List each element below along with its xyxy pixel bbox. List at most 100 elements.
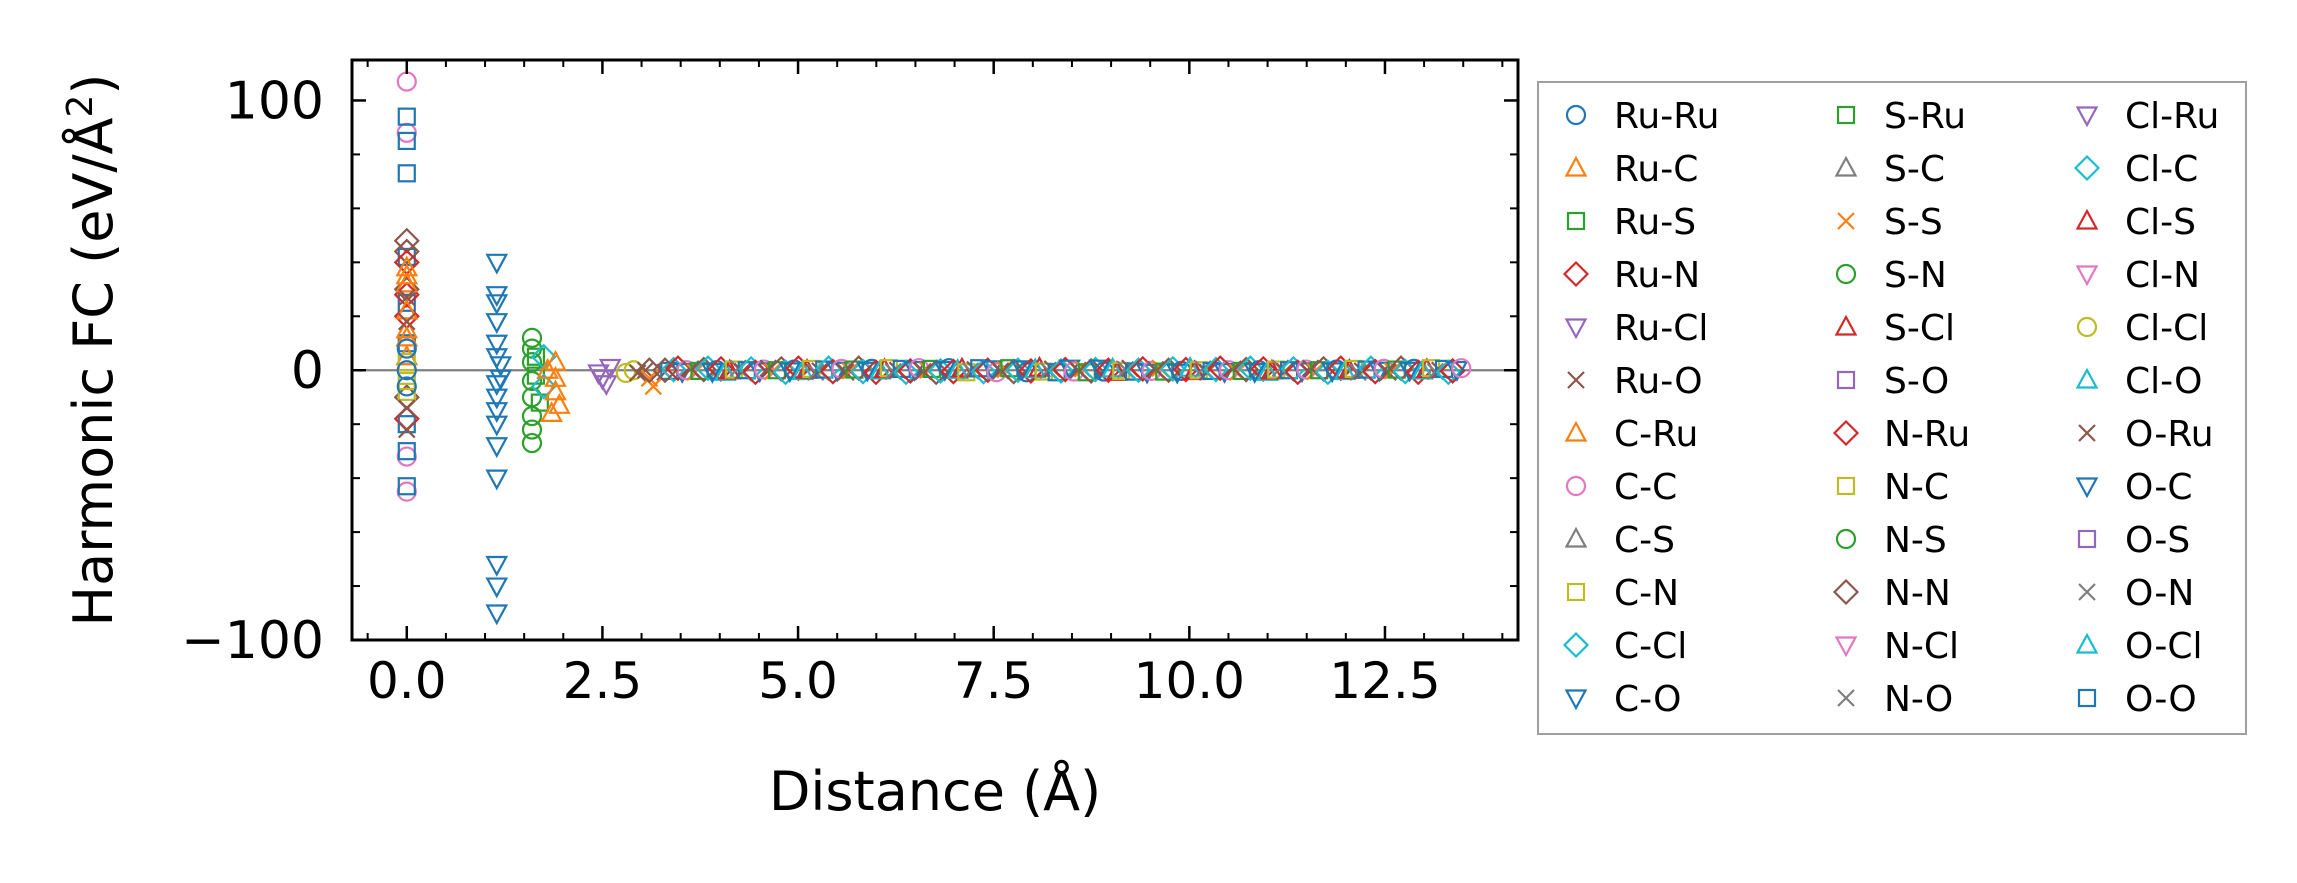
legend-marker (1835, 263, 1857, 285)
legend-label: Ru-C (1614, 149, 1698, 190)
legend-marker (2078, 424, 2096, 442)
data-point (530, 373, 557, 400)
data-point (1063, 361, 1085, 382)
legend: Ru-Ru Ru-C Ru-S Ru-N Ru-Cl Ru-O C-Ru C-C C-S C-N C… (1537, 81, 2247, 735)
legend-marker (2075, 208, 2099, 230)
legend-label: Cl-N (2125, 255, 2200, 296)
legend-item: S-S (1837, 202, 1943, 243)
data-point (1218, 360, 1239, 381)
legend-item: Ru-Cl (1564, 308, 1708, 349)
legend-label: Ru-O (1614, 361, 1703, 402)
legend-label: S-O (1884, 361, 1949, 402)
legend-item: O-O (2077, 679, 2197, 720)
data-point (772, 359, 799, 386)
data-point (395, 325, 419, 347)
legend-item: N-Cl (1834, 626, 1959, 667)
legend-label: O-Cl (2125, 626, 2202, 667)
data-point (485, 253, 509, 275)
data-point (396, 338, 417, 359)
data-point (396, 481, 417, 502)
x-tick-label: 7.5 (954, 652, 1034, 710)
data-point (398, 399, 416, 417)
legend-item: Ru-Ru (1565, 96, 1719, 137)
legend-label: S-C (1884, 149, 1945, 190)
plot-marks (352, 71, 1518, 626)
legend-label: N-S (1884, 520, 1947, 561)
x-tick-label: 0.0 (367, 652, 447, 710)
data-point (594, 375, 618, 397)
legend-label: Cl-Ru (2125, 96, 2219, 137)
legend-marker (2075, 632, 2099, 654)
legend-marker (1834, 636, 1858, 658)
legend-label: C-Ru (1614, 414, 1698, 455)
legend-label: S-N (1884, 255, 1947, 296)
legend-marker (2075, 477, 2099, 499)
data-point (1256, 359, 1279, 381)
legend-item: N-O (1837, 679, 1953, 720)
legend-label: N-O (1884, 679, 1953, 720)
y-axis-label-superscript: 2 (60, 95, 101, 118)
data-point (485, 437, 509, 459)
data-point (1125, 357, 1152, 384)
data-point (536, 357, 559, 379)
y-axis-label-close: ) (62, 74, 125, 95)
data-point (1004, 357, 1032, 384)
legend-item: O-Cl (2075, 626, 2202, 667)
data-point (1439, 357, 1466, 384)
data-point (791, 359, 815, 381)
data-point (485, 334, 509, 356)
legend-item: Cl-C (2073, 149, 2198, 190)
data-point (598, 358, 622, 380)
legend-marker (1564, 420, 1588, 442)
legend-label: Cl-S (2125, 202, 2196, 243)
data-point (489, 356, 513, 378)
data-point (397, 164, 416, 183)
legend-item: O-N (2078, 573, 2194, 614)
legend-item: Cl-N (2075, 255, 2200, 296)
data-point (485, 469, 509, 491)
legend-label: Ru-Cl (1614, 308, 1708, 349)
legend-item: N-C (1836, 467, 1949, 508)
data-point (485, 604, 509, 626)
legend-label: N-C (1884, 467, 1949, 508)
legend-label: O-S (2125, 520, 2190, 561)
legend-marker (1566, 211, 1586, 231)
legend-item: N-Ru (1832, 414, 1970, 455)
legend-label: Cl-C (2125, 149, 2198, 190)
legend-marker (1832, 578, 1860, 606)
data-point (540, 401, 563, 422)
data-point (1392, 358, 1419, 385)
data-point (713, 359, 737, 381)
y-tick-label: −100 (181, 611, 324, 671)
data-point (485, 415, 509, 437)
legend-label: Ru-S (1614, 202, 1696, 243)
x-tick-label: 10.0 (1134, 652, 1245, 710)
data-point (521, 419, 543, 440)
data-point (927, 357, 954, 384)
data-point (489, 369, 513, 391)
legend-marker (1565, 104, 1587, 126)
legend-marker (2077, 688, 2097, 708)
data-point (397, 107, 416, 126)
x-tick-label: 5.0 (758, 652, 838, 710)
legend-item: Cl-Ru (2075, 96, 2219, 137)
legend-marker (1567, 371, 1585, 389)
legend-label: C-C (1614, 467, 1677, 508)
x-tick-label: 2.5 (563, 652, 643, 710)
y-axis-label-base: Harmonic FC (eV/Å (61, 117, 125, 626)
data-point (892, 359, 920, 386)
legend-item: Ru-O (1567, 361, 1703, 402)
legend-marker (1834, 314, 1858, 336)
y-axis-label: Harmonic FC (eV/Å2) (60, 74, 126, 627)
data-point (1034, 362, 1053, 381)
data-point (1296, 359, 1317, 380)
legend-marker (1837, 212, 1855, 230)
legend-label: Cl-Cl (2125, 308, 2208, 349)
data-point (1333, 359, 1357, 381)
legend-marker (2075, 367, 2099, 389)
legend-marker (2073, 154, 2101, 182)
axes: 0.0 2.5 5.0 7.5 10.0 12.5 100 0 −100 (181, 58, 1520, 710)
data-point (1047, 357, 1075, 384)
data-point (521, 432, 543, 454)
